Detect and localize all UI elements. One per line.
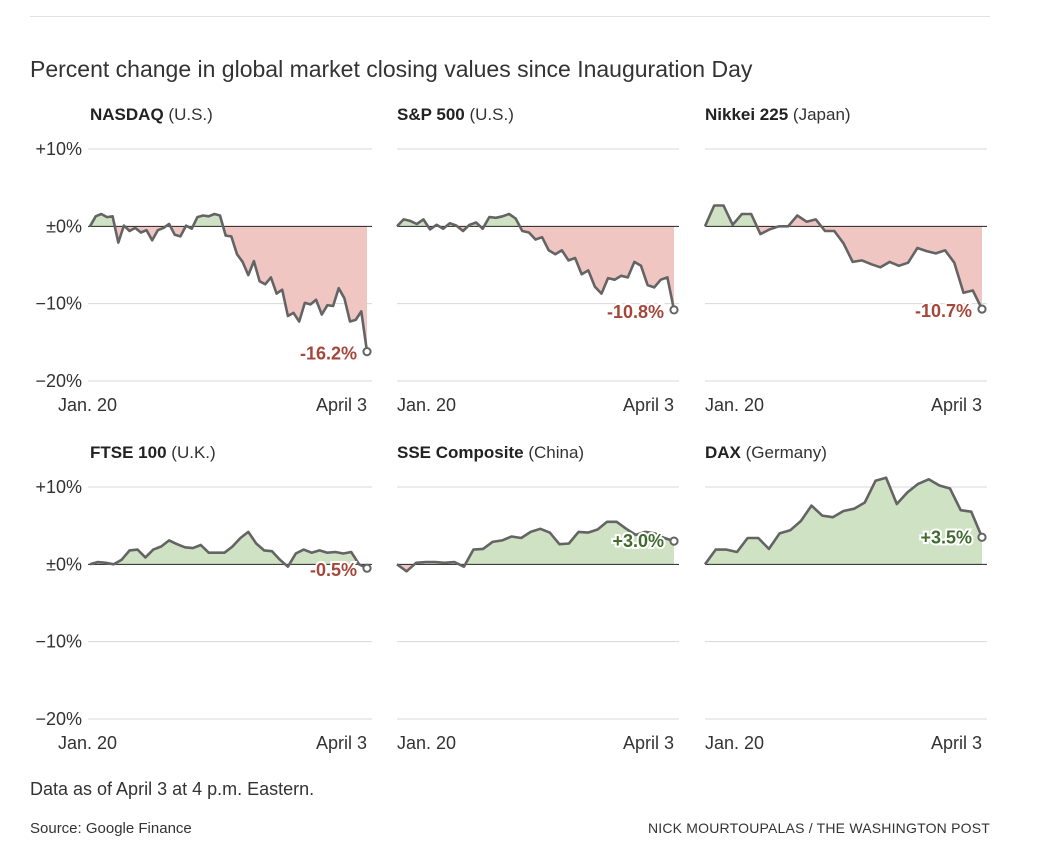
x-tick-label: April 3 bbox=[931, 395, 982, 415]
index-country: (Germany) bbox=[745, 443, 827, 462]
panel-title-nasdaq: NASDAQ (U.S.) bbox=[90, 105, 213, 125]
series-line bbox=[396, 212, 676, 311]
panel-title-dax: DAX (Germany) bbox=[705, 443, 827, 463]
end-value-label: +3.5% bbox=[920, 527, 972, 547]
loss-area bbox=[519, 226, 674, 310]
end-point bbox=[669, 536, 679, 546]
y-tick-label: +10% bbox=[35, 477, 82, 497]
panel-title-sp500: S&P 500 (U.S.) bbox=[397, 105, 514, 125]
x-tick-label: Jan. 20 bbox=[397, 395, 456, 415]
data-note: Data as of April 3 at 4 p.m. Eastern. bbox=[30, 779, 315, 799]
y-tick-label: ±0% bbox=[46, 554, 82, 574]
x-tick-label: April 3 bbox=[316, 395, 367, 415]
y-tick-label: −10% bbox=[35, 632, 82, 652]
loss-area bbox=[821, 226, 982, 310]
index-name: S&P 500 bbox=[397, 105, 465, 124]
end-point bbox=[362, 347, 372, 357]
y-tick-label: −10% bbox=[35, 294, 82, 314]
index-country: (Japan) bbox=[792, 105, 851, 124]
series-line bbox=[396, 520, 675, 573]
x-tick-label: Jan. 20 bbox=[397, 733, 456, 753]
chart-panel: -10.7% Jan. 20 April 3 bbox=[703, 148, 987, 415]
end-point bbox=[977, 304, 987, 314]
source-line: Source: Google Finance bbox=[30, 820, 192, 837]
panel-title-ftse: FTSE 100 (U.K.) bbox=[90, 443, 216, 463]
chart-panel: -10.8% Jan. 20 April 3 bbox=[396, 148, 679, 415]
loss-area bbox=[124, 226, 166, 241]
gain-area bbox=[484, 214, 520, 227]
x-tick-label: Jan. 20 bbox=[705, 395, 764, 415]
series-line bbox=[88, 212, 369, 352]
x-tick-label: April 3 bbox=[623, 733, 674, 753]
x-tick-label: Jan. 20 bbox=[58, 733, 117, 753]
x-tick-label: Jan. 20 bbox=[705, 733, 764, 753]
end-value-label: -10.8% bbox=[607, 302, 664, 322]
credit-line: NICK MOURTOUPALAS / THE WASHINGTON POST bbox=[647, 820, 990, 836]
index-name: Nikkei 225 bbox=[705, 105, 789, 124]
index-country: (China) bbox=[528, 443, 585, 462]
chart-panel: +3.5% Jan. 20 April 3 bbox=[703, 476, 987, 753]
charts-svg: -16.2%+10%±0%−10%−20%Jan. 20 April 3-10.8… bbox=[35, 139, 987, 753]
index-name: FTSE 100 bbox=[90, 443, 167, 462]
end-value-label: -0.5% bbox=[310, 560, 357, 580]
panel-title-sse: SSE Composite (China) bbox=[397, 443, 584, 463]
index-name: NASDAQ bbox=[90, 105, 164, 124]
y-tick-label: −20% bbox=[35, 371, 82, 391]
end-value-label: +3.0% bbox=[612, 531, 664, 551]
end-value-label: -16.2% bbox=[300, 344, 357, 364]
x-tick-label: Jan. 20 bbox=[58, 395, 117, 415]
chart-title: Percent change in global market closing … bbox=[30, 56, 753, 82]
loss-area bbox=[170, 226, 186, 237]
end-value-label: -10.7% bbox=[915, 301, 972, 321]
index-name: SSE Composite bbox=[397, 443, 524, 462]
x-tick-label: April 3 bbox=[316, 733, 367, 753]
y-tick-label: +10% bbox=[35, 139, 82, 159]
index-country: (U.S.) bbox=[168, 105, 213, 124]
chart-panel: -16.2% +10% ±0% −10% −20% Jan. 20 April 3 bbox=[35, 139, 372, 415]
index-country: (U.K.) bbox=[171, 443, 216, 462]
series-line bbox=[703, 204, 984, 310]
series-line bbox=[89, 530, 368, 570]
end-point bbox=[362, 563, 372, 573]
x-tick-label: April 3 bbox=[931, 733, 982, 753]
gain-area bbox=[705, 205, 757, 227]
x-tick-label: April 3 bbox=[623, 395, 674, 415]
index-country: (U.S.) bbox=[469, 105, 514, 124]
gain-area bbox=[289, 549, 367, 569]
loss-area bbox=[223, 226, 367, 352]
index-name: DAX bbox=[705, 443, 741, 462]
chart-panel: +3.0% Jan. 20 April 3 bbox=[396, 486, 679, 753]
series-line bbox=[703, 476, 984, 566]
small-multiples: NASDAQ (U.S.) S&P 500 (U.S.) Nikkei 225 … bbox=[35, 105, 987, 753]
top-rule bbox=[30, 16, 990, 17]
end-point bbox=[977, 532, 987, 542]
gain-area bbox=[705, 477, 982, 565]
chart-panel: -0.5% +10% ±0% −10% −20% Jan. 20 April 3 bbox=[35, 477, 372, 753]
panel-title-nikkei: Nikkei 225 (Japan) bbox=[705, 105, 851, 125]
y-tick-label: −20% bbox=[35, 709, 82, 729]
end-point bbox=[669, 305, 679, 315]
y-tick-label: ±0% bbox=[46, 216, 82, 236]
